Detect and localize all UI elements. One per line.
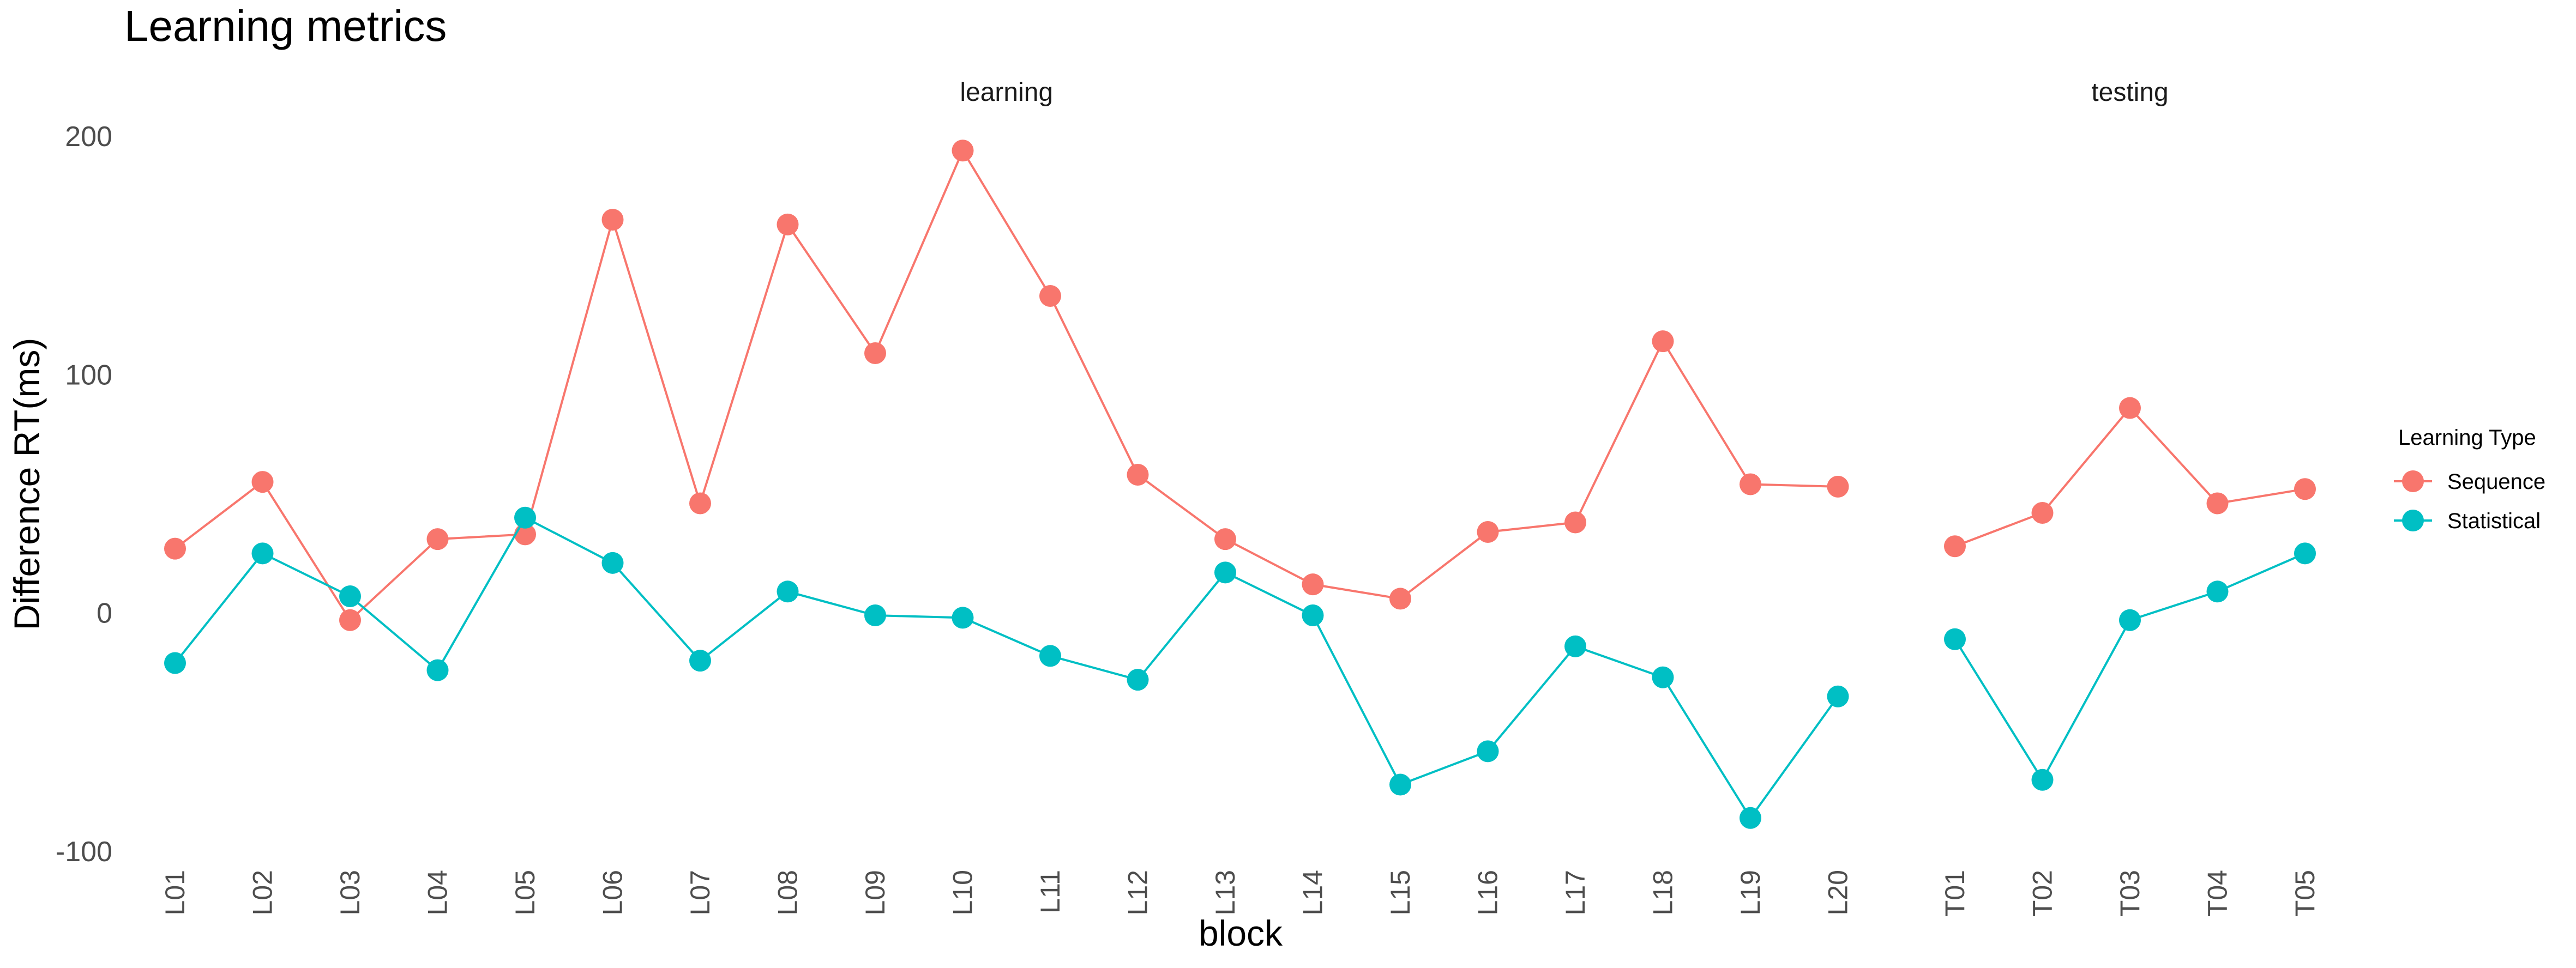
data-point-sequence [426, 528, 449, 550]
data-point-sequence [2294, 478, 2316, 500]
data-point-sequence [1652, 330, 1674, 353]
data-point-sequence [2031, 501, 2054, 524]
data-point-sequence [2119, 397, 2141, 419]
x-tick-label: L03 [335, 870, 365, 915]
data-point-sequence [1944, 535, 1966, 558]
x-tick-label: T01 [1940, 870, 1970, 917]
x-tick-label: L18 [1648, 870, 1678, 915]
data-point-statistical [1827, 685, 1849, 707]
legend-key-point [2402, 470, 2424, 492]
data-point-statistical [514, 506, 536, 529]
data-point-statistical [777, 580, 799, 603]
data-point-sequence [601, 209, 624, 231]
data-point-sequence [864, 342, 886, 364]
data-point-sequence [1039, 285, 1061, 307]
y-tick-label: 200 [65, 121, 112, 153]
x-tick-label: L17 [1560, 870, 1591, 915]
data-point-statistical [1740, 807, 1761, 829]
x-tick-label: L13 [1210, 870, 1241, 915]
x-tick-label: T05 [2290, 870, 2320, 917]
series-line-statistical-learning [174, 516, 1839, 820]
x-tick-label: L12 [1123, 870, 1153, 915]
chart-title: Learning metrics [124, 2, 447, 50]
data-point-statistical [1039, 645, 1061, 667]
series-line-sequence-testing [1954, 406, 2306, 548]
data-point-statistical [1214, 561, 1236, 584]
data-point-sequence [339, 609, 361, 631]
x-tick-label: T02 [2027, 870, 2058, 917]
plot-layer: -100 0 100 200 learning L01 L02 L03 L04 L05 L06 L07… [56, 78, 2320, 917]
x-tick-label: L04 [423, 870, 453, 915]
data-point-sequence [689, 492, 711, 515]
legend-key-point [2402, 510, 2424, 531]
data-point-statistical [2031, 769, 2054, 791]
data-point-statistical [1944, 628, 1966, 650]
x-tick-label: L11 [1035, 870, 1066, 913]
series-line-sequence-learning [174, 148, 1838, 622]
x-tick-label: T03 [2115, 870, 2145, 917]
facet-label-testing: testing [2091, 78, 2168, 107]
data-point-statistical [2119, 609, 2141, 631]
y-axis-label: Difference RT(ms) [7, 338, 47, 631]
x-tick-label: L05 [510, 870, 540, 915]
data-point-sequence [1214, 528, 1236, 550]
data-point-statistical [251, 542, 274, 565]
data-point-statistical [1564, 635, 1586, 657]
legend-label-sequence: Sequence [2447, 470, 2545, 494]
x-tick-label: T04 [2202, 870, 2233, 917]
legend: Learning Type Sequence Statistical [2394, 426, 2545, 533]
y-tick-label: 100 [65, 359, 112, 391]
data-point-statistical [2294, 542, 2316, 565]
data-point-sequence [1564, 511, 1586, 534]
data-point-sequence [1127, 464, 1149, 486]
facet-label-learning: learning [960, 78, 1053, 107]
data-point-statistical [1652, 666, 1674, 688]
x-axis-label: block [1199, 913, 1283, 953]
data-point-sequence [251, 471, 274, 493]
y-tick-label: 0 [97, 598, 112, 630]
data-point-statistical [339, 585, 361, 608]
data-point-sequence [1389, 588, 1411, 610]
x-tick-label: L01 [160, 870, 190, 915]
x-tick-label: L09 [860, 870, 890, 915]
x-tick-label: L15 [1385, 870, 1416, 915]
data-point-statistical [952, 607, 974, 629]
legend-title: Learning Type [2398, 426, 2536, 450]
data-point-sequence [1827, 475, 1849, 498]
data-point-statistical [601, 552, 624, 574]
x-tick-label: L20 [1823, 870, 1853, 915]
data-point-statistical [1127, 669, 1149, 691]
y-tick-label: -100 [56, 836, 112, 868]
x-tick-label: L19 [1735, 870, 1766, 915]
data-point-statistical [164, 652, 186, 674]
data-point-sequence [1477, 521, 1499, 543]
x-tick-label: L14 [1298, 870, 1328, 915]
series-line-statistical-testing [1954, 552, 2306, 782]
data-point-statistical [864, 604, 886, 627]
x-tick-label: L02 [248, 870, 278, 915]
data-point-statistical [1302, 604, 1324, 627]
data-point-statistical [1389, 773, 1411, 796]
x-tick-label: L07 [685, 870, 715, 915]
data-point-sequence [952, 140, 974, 162]
data-point-sequence [164, 537, 186, 560]
legend-label-statistical: Statistical [2447, 509, 2541, 533]
data-point-statistical [2206, 580, 2229, 603]
x-tick-label: L08 [773, 870, 803, 915]
data-point-sequence [1740, 473, 1761, 495]
data-point-statistical [426, 659, 449, 681]
x-tick-label: L06 [598, 870, 628, 915]
data-point-sequence [2206, 492, 2229, 515]
data-point-statistical [689, 650, 711, 672]
data-point-sequence [1302, 573, 1324, 596]
data-point-sequence [777, 213, 799, 235]
data-point-statistical [1477, 740, 1499, 763]
x-tick-label: L10 [948, 870, 978, 915]
x-tick-label: L16 [1473, 870, 1503, 915]
